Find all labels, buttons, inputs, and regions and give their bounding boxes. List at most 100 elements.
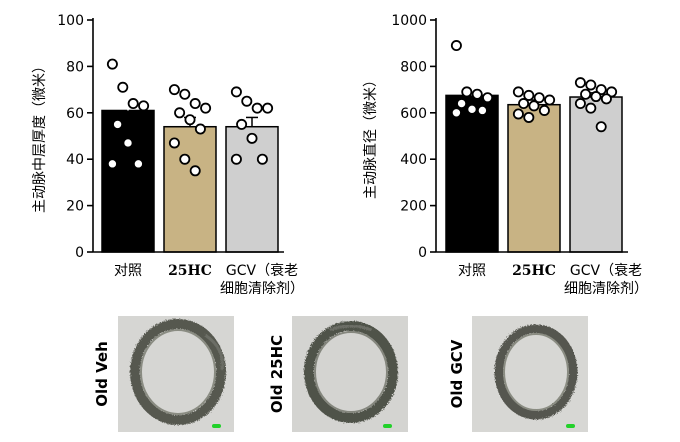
data-point: [189, 98, 201, 110]
data-point: [241, 95, 253, 107]
micrograph-row: Old Veh Old 25HC Old GCV: [93, 316, 588, 432]
x-tick-label-line: 对照: [114, 263, 142, 279]
x-tick-label-line: GCV（衰老: [570, 262, 642, 279]
bar: [569, 96, 623, 253]
x-tick-label-line: GCV（衰老: [226, 262, 298, 279]
data-point: [574, 77, 586, 89]
x-tick-label: 25HC: [168, 263, 212, 279]
data-point: [179, 153, 191, 165]
scale-bar: [212, 424, 221, 428]
x-tick-label: 对照: [114, 263, 142, 279]
data-point: [230, 86, 242, 98]
data-point: [523, 111, 535, 123]
y-tick-label: 80: [66, 59, 84, 75]
data-point: [236, 118, 248, 130]
x-tick-label: 对照: [458, 263, 486, 279]
data-point: [256, 153, 268, 165]
data-point: [518, 98, 530, 110]
data-point: [482, 92, 494, 104]
micrograph-old-25hc: Old 25HC: [268, 316, 408, 432]
data-point: [230, 153, 242, 165]
data-point: [174, 107, 186, 119]
data-point: [168, 137, 180, 149]
data-point: [600, 93, 612, 105]
data-point: [168, 84, 180, 96]
micrograph-old-gcv: Old GCV: [448, 316, 588, 432]
x-tick-label: GCV（衰老细胞清除剂）: [220, 262, 304, 297]
data-point: [262, 102, 274, 114]
data-point: [544, 94, 556, 106]
y-tick-label: 400: [400, 152, 427, 168]
data-point: [106, 158, 118, 170]
x-tick-label: 25HC: [512, 263, 556, 279]
data-point: [523, 89, 535, 101]
y-tick-label: 800: [400, 59, 427, 75]
y-tick-label: 40: [66, 152, 84, 168]
data-point: [595, 121, 607, 133]
x-tick-label-line: 25HC: [512, 263, 556, 279]
data-point: [138, 100, 150, 112]
aorta-ring-inner: [140, 329, 216, 415]
y-tick-label: 0: [75, 245, 84, 261]
data-point: [476, 104, 488, 116]
x-tick-label: GCV（衰老细胞清除剂）: [564, 262, 648, 297]
data-point: [512, 108, 524, 120]
diameter-y-axis-label: 主动脉直径（微米）: [362, 73, 379, 199]
data-point: [194, 123, 206, 135]
micrograph-label: Old 25HC: [268, 335, 286, 413]
charts-area: 主动脉中层厚度（微米） 0 20 40 60 80 100 对照 25HC GCV（衰老细胞清除…: [32, 13, 648, 297]
y-tick-label: 20: [66, 199, 84, 215]
data-point: [512, 86, 524, 98]
aorta-ring-outer: [130, 319, 226, 425]
data-point: [127, 98, 139, 110]
scale-bar: [383, 424, 392, 428]
y-tick-label: 600: [400, 106, 427, 122]
bar: [507, 103, 561, 253]
data-point: [456, 98, 468, 110]
data-point: [538, 104, 550, 116]
data-point: [184, 114, 196, 126]
y-tick-label: 0: [418, 245, 427, 261]
aorta-ring-outer: [494, 324, 578, 420]
thickness-y-axis-label: 主动脉中层厚度（微米）: [32, 59, 48, 213]
aorta-ring-inner: [503, 333, 569, 411]
data-point: [585, 79, 597, 91]
y-tick-label: 200: [400, 199, 427, 215]
tissue-fringe: [204, 333, 224, 371]
scale-bar: [566, 424, 575, 428]
bar: [225, 125, 279, 253]
data-point: [471, 88, 483, 100]
x-tick-label-line: 细胞清除剂）: [220, 281, 304, 297]
data-point: [450, 40, 462, 52]
data-point: [117, 81, 129, 93]
data-point: [580, 88, 592, 100]
data-point: [122, 137, 134, 149]
data-point: [200, 102, 212, 114]
x-tick-label-line: 对照: [458, 263, 486, 279]
data-point: [528, 100, 540, 112]
y-tick-label: 1000: [391, 13, 427, 29]
data-point: [179, 88, 191, 100]
aorta-ring-inner: [314, 331, 388, 413]
data-point: [461, 86, 473, 98]
data-point: [450, 107, 462, 119]
data-point: [585, 102, 597, 114]
micrograph-label: Old Veh: [93, 341, 111, 407]
thickness-chart: 主动脉中层厚度（微米） 0 20 40 60 80 100 对照 25HC GCV（衰老细胞清除…: [32, 13, 304, 297]
x-tick-label-line: 细胞清除剂）: [564, 281, 648, 297]
data-point: [533, 92, 545, 104]
data-point: [112, 118, 124, 130]
data-point: [590, 91, 602, 103]
bar: [101, 109, 155, 253]
data-point: [106, 58, 118, 70]
y-tick-label: 60: [66, 106, 84, 122]
data-point: [246, 132, 258, 144]
data-point: [251, 102, 263, 114]
data-point: [466, 103, 478, 115]
diameter-chart: 主动脉直径（微米） 0 200 400 600 800 1000 对照 25HC GCV（衰老细…: [362, 13, 648, 297]
micrograph-label: Old GCV: [448, 339, 466, 408]
y-tick-label: 100: [57, 13, 84, 29]
data-point: [189, 165, 201, 177]
micrograph-old-veh: Old Veh: [93, 316, 234, 432]
tissue-fringe: [329, 324, 373, 332]
